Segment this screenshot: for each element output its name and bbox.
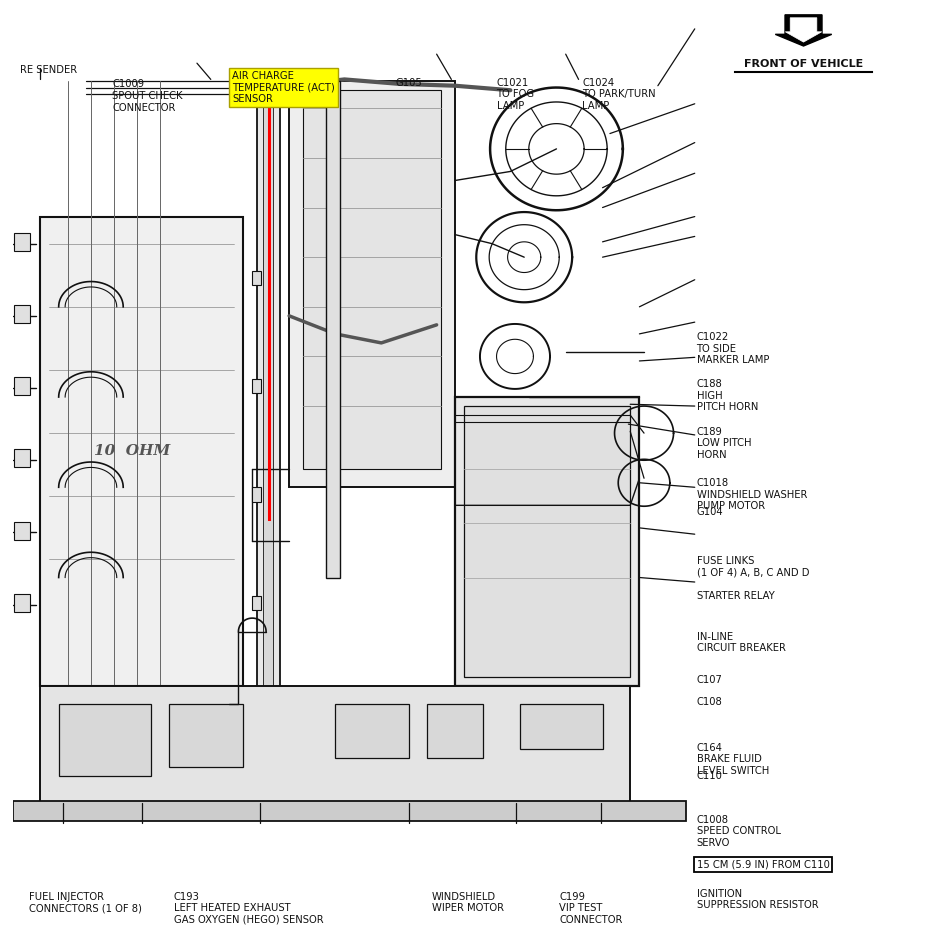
Text: C1022
TO SIDE
MARKER LAMP: C1022 TO SIDE MARKER LAMP bbox=[697, 332, 769, 365]
Bar bbox=[59, 704, 151, 776]
Bar bbox=[12, 801, 686, 821]
Polygon shape bbox=[776, 15, 831, 46]
Polygon shape bbox=[785, 18, 822, 42]
Text: C1009
SPOUT CHECK
CONNECTOR: C1009 SPOUT CHECK CONNECTOR bbox=[112, 80, 183, 112]
Bar bbox=[13, 233, 30, 251]
Bar bbox=[13, 377, 30, 395]
Bar bbox=[13, 522, 30, 540]
Bar bbox=[13, 594, 30, 612]
Bar bbox=[427, 704, 483, 758]
Text: 15 CM (5.9 IN) FROM C110: 15 CM (5.9 IN) FROM C110 bbox=[697, 859, 830, 869]
Bar bbox=[263, 82, 273, 730]
Text: IGNITION
SUPPRESSION RESISTOR: IGNITION SUPPRESSION RESISTOR bbox=[697, 889, 818, 910]
Text: C110: C110 bbox=[697, 770, 723, 781]
Text: FUSE LINKS
(1 OF 4) A, B, C AND D: FUSE LINKS (1 OF 4) A, B, C AND D bbox=[697, 556, 809, 578]
Text: C199
VIP TEST
CONNECTOR: C199 VIP TEST CONNECTOR bbox=[560, 892, 622, 925]
Bar bbox=[303, 90, 441, 469]
Text: 10  OHM: 10 OHM bbox=[95, 444, 170, 458]
Bar bbox=[252, 488, 261, 502]
Bar bbox=[456, 397, 639, 686]
Text: AIR CHARGE
TEMPERATURE (ACT)
SENSOR: AIR CHARGE TEMPERATURE (ACT) SENSOR bbox=[232, 71, 334, 105]
Text: C189
LOW PITCH
HORN: C189 LOW PITCH HORN bbox=[697, 426, 751, 460]
Bar bbox=[520, 704, 602, 749]
Text: WINDSHIELD
WIPER MOTOR: WINDSHIELD WIPER MOTOR bbox=[432, 892, 504, 913]
Bar bbox=[40, 217, 243, 686]
Bar bbox=[40, 686, 630, 812]
Text: C164
BRAKE FLUID
LEVEL SWITCH: C164 BRAKE FLUID LEVEL SWITCH bbox=[697, 743, 769, 776]
Bar bbox=[13, 305, 30, 323]
Bar bbox=[335, 704, 409, 758]
Text: C1008
SPEED CONTROL
SERVO: C1008 SPEED CONTROL SERVO bbox=[697, 815, 780, 848]
Text: C1024
TO PARK/TURN
LAMP: C1024 TO PARK/TURN LAMP bbox=[582, 78, 656, 111]
Text: FUEL INJECTOR
CONNECTORS (1 OF 8): FUEL INJECTOR CONNECTORS (1 OF 8) bbox=[29, 892, 142, 913]
Bar bbox=[252, 271, 261, 286]
Text: G104: G104 bbox=[697, 507, 724, 517]
Bar bbox=[170, 704, 243, 767]
Bar bbox=[257, 82, 280, 730]
Bar bbox=[252, 595, 261, 610]
Text: RE SENDER: RE SENDER bbox=[20, 65, 77, 75]
Text: C108: C108 bbox=[697, 696, 723, 706]
Bar bbox=[289, 82, 456, 488]
Text: C193
LEFT HEATED EXHAUST
GAS OXYGEN (HEGO) SENSOR: C193 LEFT HEATED EXHAUST GAS OXYGEN (HEG… bbox=[174, 892, 324, 925]
Text: C188
HIGH
PITCH HORN: C188 HIGH PITCH HORN bbox=[697, 379, 758, 413]
Bar bbox=[13, 450, 30, 467]
Text: C160: C160 bbox=[232, 85, 258, 95]
Text: FRONT OF VEHICLE: FRONT OF VEHICLE bbox=[744, 58, 863, 69]
Text: C1018
WINDSHIELD WASHER
PUMP MOTOR: C1018 WINDSHIELD WASHER PUMP MOTOR bbox=[697, 478, 807, 512]
Text: STARTER RELAY: STARTER RELAY bbox=[697, 591, 775, 601]
Bar bbox=[252, 379, 261, 393]
Text: C1021
TO FOG
LAMP: C1021 TO FOG LAMP bbox=[496, 78, 535, 111]
Bar bbox=[464, 406, 630, 677]
Text: C107: C107 bbox=[697, 675, 723, 685]
Text: IN-LINE
CIRCUIT BREAKER: IN-LINE CIRCUIT BREAKER bbox=[697, 631, 785, 654]
Text: G105: G105 bbox=[395, 78, 422, 88]
Bar bbox=[326, 82, 340, 578]
